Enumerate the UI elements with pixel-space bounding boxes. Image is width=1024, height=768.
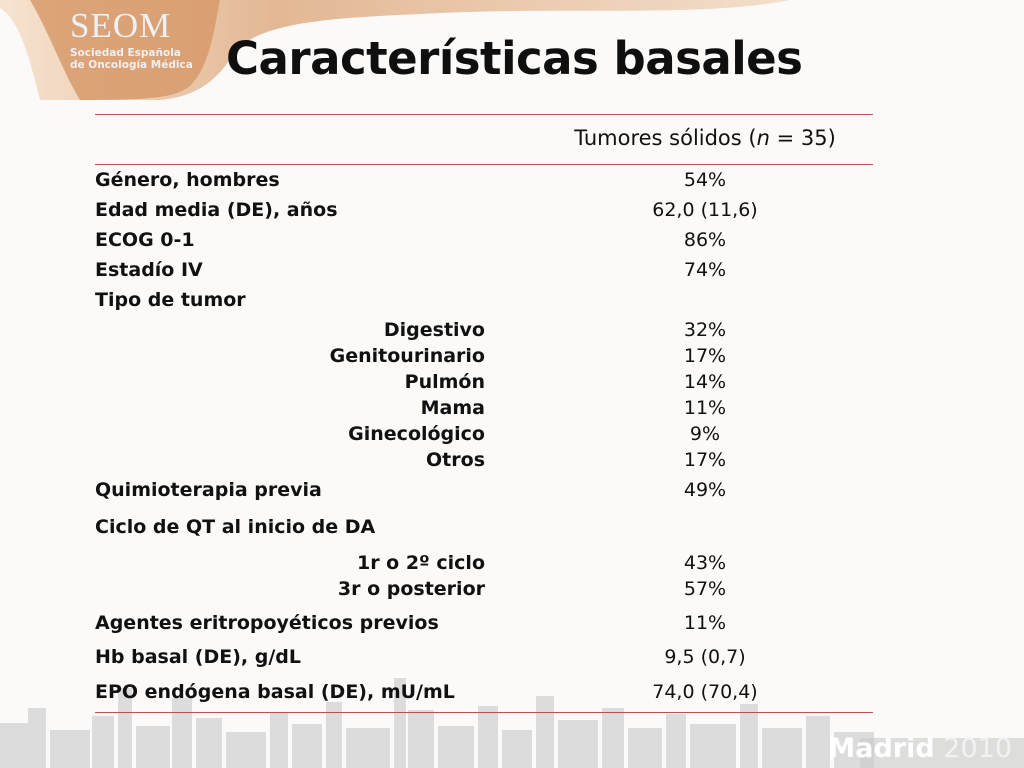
row-sublabel: Digestivo [383, 319, 485, 341]
row-value: 9% [689, 423, 721, 445]
table-row: Género, hombres 54% [95, 169, 873, 193]
row-label: Estadío IV [95, 259, 203, 281]
column-header-post: = 35) [769, 126, 836, 150]
table-row: Quimioterapia previa 49% [95, 479, 873, 503]
row-label: Tipo de tumor [95, 289, 246, 311]
column-header-n: n [756, 126, 770, 150]
column-header-pre: Tumores sólidos ( [574, 126, 757, 150]
row-value: 14% [683, 371, 727, 393]
table-row: Tipo de tumor [95, 289, 873, 313]
row-value: 11% [683, 397, 727, 419]
table-row: Mama 11% [95, 397, 873, 421]
row-value: 9,5 (0,7) [664, 646, 746, 668]
row-value: 32% [683, 319, 727, 341]
row-label: Agentes eritropoyéticos previos [95, 612, 439, 634]
table-top-rule [95, 114, 873, 115]
row-value: 54% [683, 169, 727, 191]
logo-subtitle: Sociedad Española de Oncología Médica [70, 47, 220, 71]
row-sublabel: Pulmón [404, 371, 485, 393]
row-value: 11% [683, 612, 727, 634]
footer-year: 2010 [943, 733, 1012, 764]
row-value: 43% [683, 552, 727, 574]
row-value: 62,0 (11,6) [652, 199, 758, 221]
table-row: ECOG 0-1 86% [95, 229, 873, 253]
table-row: EPO endógena basal (DE), mU/mL 74,0 (70,4… [95, 681, 873, 705]
row-label: Género, hombres [95, 169, 280, 191]
row-sublabel: Otros [426, 449, 485, 471]
row-sublabel: Mama [420, 397, 485, 419]
table-row: 1r o 2º ciclo 43% [95, 552, 873, 576]
row-value: 74% [683, 259, 727, 281]
table-row: Digestivo 32% [95, 319, 873, 343]
row-label: Ciclo de QT al inicio de DA [95, 516, 376, 538]
table-bottom-rule [95, 712, 873, 713]
row-value: 74,0 (70,4) [652, 681, 758, 703]
row-value: 86% [683, 229, 727, 251]
logo-subtitle-line1: Sociedad Española [70, 47, 181, 59]
table-row: Genitourinario 17% [95, 345, 873, 369]
row-label: Edad media (DE), años [95, 199, 338, 221]
table-header-rule [95, 164, 873, 165]
seom-logo: SEOM Sociedad Española de Oncología Médi… [70, 6, 220, 72]
footer-city: Madrid [828, 733, 935, 764]
row-value: 49% [683, 479, 727, 501]
row-sublabel: 3r o posterior [337, 578, 485, 600]
table-row: Agentes eritropoyéticos previos 11% [95, 612, 873, 636]
row-sublabel: 1r o 2º ciclo [356, 552, 485, 574]
table-row: Estadío IV 74% [95, 259, 873, 283]
table-row: Ciclo de QT al inicio de DA [95, 516, 873, 540]
header-swoosh [0, 0, 790, 100]
table-row: Hb basal (DE), g/dL 9,5 (0,7) [95, 646, 873, 670]
row-sublabel: Ginecológico [348, 423, 485, 445]
row-value: 17% [683, 345, 727, 367]
row-label: EPO endógena basal (DE), mU/mL [95, 681, 455, 703]
city-skyline [0, 678, 1024, 768]
row-label: Quimioterapia previa [95, 479, 322, 501]
logo-wordmark: SEOM [70, 6, 172, 45]
row-label: Hb basal (DE), g/dL [95, 646, 301, 668]
table-row: Pulmón 14% [95, 371, 873, 395]
footer-madrid-2010: Madrid 2010 [828, 733, 1012, 764]
row-value: 57% [683, 578, 727, 600]
logo-subtitle-line2: de Oncología Médica [70, 59, 193, 71]
row-value: 17% [683, 449, 727, 471]
table-row: Ginecológico 9% [95, 423, 873, 447]
table-row: Edad media (DE), años 62,0 (11,6) [95, 199, 873, 223]
row-label: ECOG 0-1 [95, 229, 195, 251]
column-header: Tumores sólidos (n = 35) [540, 126, 870, 150]
table-row: Otros 17% [95, 449, 873, 473]
slide-title: Características basales [226, 32, 803, 85]
row-sublabel: Genitourinario [329, 345, 485, 367]
table-row: 3r o posterior 57% [95, 578, 873, 602]
